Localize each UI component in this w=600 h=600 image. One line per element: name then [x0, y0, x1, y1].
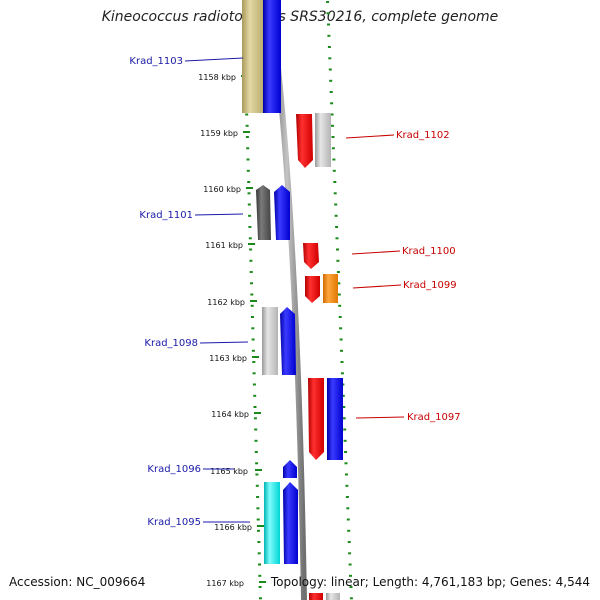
- ruler-mark: 1161 kbp: [205, 241, 255, 250]
- gene-label-krad-1098[interactable]: Krad_1098: [144, 338, 198, 349]
- gene-block-red[interactable]: [305, 276, 320, 303]
- gene-block-darkgray[interactable]: [256, 185, 271, 240]
- ruler-mark: 1166 kbp: [214, 523, 264, 532]
- gene-block-gray[interactable]: [315, 113, 331, 167]
- gene-block-red[interactable]: [309, 593, 323, 600]
- gene-block-gray[interactable]: [326, 593, 340, 600]
- gene-block-blue[interactable]: [280, 307, 296, 375]
- accession-text: Accession: NC_009664: [9, 575, 146, 589]
- gene-block-red[interactable]: [303, 243, 319, 269]
- gene-block-blue[interactable]: [274, 185, 290, 240]
- ruler-label: 1162 kbp: [207, 298, 245, 307]
- gene-block-blue[interactable]: [263, 0, 281, 113]
- ruler-mark: 1165 kbp: [210, 467, 262, 476]
- gene-label-krad-1099[interactable]: Krad_1099: [403, 280, 457, 291]
- forward-strand-genes: [242, 0, 298, 564]
- ruler-mark: 1163 kbp: [209, 354, 259, 363]
- gene-label-krad-1101[interactable]: Krad_1101: [139, 210, 193, 221]
- ruler-label: 1161 kbp: [205, 241, 243, 250]
- kbp-ruler: 1158 kbp 1159 kbp 1160 kbp 1161 kbp 1162…: [198, 73, 266, 588]
- ruler-label: 1166 kbp: [214, 523, 252, 532]
- gene-callouts-right: Krad_1102 Krad_1100 Krad_1099 Krad_1097: [345, 130, 461, 423]
- gene-label-krad-1097[interactable]: Krad_1097: [407, 412, 461, 423]
- ruler-mark: 1162 kbp: [207, 298, 257, 307]
- gene-block-cyan[interactable]: [264, 482, 280, 564]
- ruler-label: 1163 kbp: [209, 354, 247, 363]
- gene-block-blue[interactable]: [283, 460, 297, 478]
- gene-label-krad-1100[interactable]: Krad_1100: [402, 246, 456, 257]
- gene-block-red[interactable]: [296, 114, 313, 168]
- gene-label-krad-1102[interactable]: Krad_1102: [396, 130, 450, 141]
- gene-block-blue[interactable]: [327, 378, 343, 460]
- gene-callouts-left: Krad_1103 Krad_1101 Krad_1098 Krad_1096 …: [129, 56, 250, 528]
- gene-block-gray[interactable]: [262, 307, 278, 375]
- ruler-label: 1160 kbp: [203, 185, 241, 194]
- ruler-label: 1159 kbp: [200, 129, 238, 138]
- gene-block-blue[interactable]: [283, 482, 298, 564]
- ruler-label: 1165 kbp: [210, 467, 248, 476]
- ruler-mark: 1167 kbp: [206, 579, 266, 588]
- gene-block-orange[interactable]: [323, 274, 338, 303]
- ruler-mark: 1158 kbp: [198, 73, 248, 82]
- ruler-mark: 1164 kbp: [211, 410, 261, 419]
- gene-block-red[interactable]: [308, 378, 324, 460]
- gene-label-krad-1103[interactable]: Krad_1103: [129, 56, 183, 67]
- ruler-label: 1167 kbp: [206, 579, 244, 588]
- ruler-label: 1164 kbp: [211, 410, 249, 419]
- map-title: Kineococcus radiotolerans SRS30216, comp…: [101, 9, 499, 25]
- gene-block-olive[interactable]: [242, 0, 264, 113]
- reverse-strand-genes: [296, 113, 343, 600]
- genome-summary-text: Topology: linear; Length: 4,761,183 bp; …: [270, 575, 590, 589]
- ruler-mark: 1159 kbp: [200, 129, 250, 138]
- gene-label-krad-1095[interactable]: Krad_1095: [147, 517, 201, 528]
- ruler-label: 1158 kbp: [198, 73, 236, 82]
- gene-label-krad-1096[interactable]: Krad_1096: [147, 464, 201, 475]
- ruler-mark: 1160 kbp: [203, 185, 253, 194]
